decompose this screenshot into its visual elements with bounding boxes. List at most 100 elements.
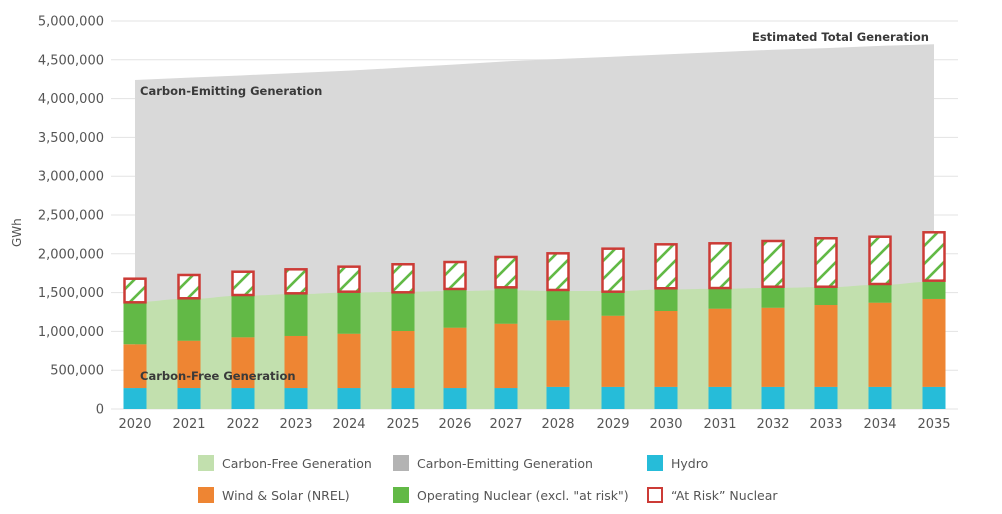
y-axis: 0 500,000 1,000,000 1,500,000 2,000,000 2,500… [38, 15, 104, 418]
bar-stack-2029 [601, 247, 625, 409]
x-tick-label: 2022 [226, 417, 259, 432]
x-tick-label: 2031 [703, 417, 736, 432]
x-tick-label: 2025 [386, 417, 419, 432]
bar-operating-nuclear-excl-at-risk [494, 288, 518, 324]
bar-hydro [761, 386, 785, 409]
bar-wind-solar-nrel [231, 337, 255, 389]
x-tick-label: 2027 [489, 417, 522, 432]
bar-wind-solar-nrel [337, 333, 361, 389]
bar-hydro [123, 388, 147, 409]
bar-stack-2032 [761, 239, 785, 409]
x-tick-label: 2034 [863, 417, 896, 432]
bar-at-risk-nuclear [123, 277, 147, 304]
bar-wind-solar-nrel [761, 307, 785, 387]
bar-operating-nuclear-excl-at-risk [708, 289, 732, 309]
bar-operating-nuclear-excl-at-risk [123, 303, 147, 345]
bar-hydro [814, 386, 838, 409]
bar-operating-nuclear-excl-at-risk [922, 281, 946, 299]
annotation-carbon-free: Carbon-Free Generation [140, 369, 296, 383]
y-tick-label: 1,000,000 [38, 325, 104, 340]
bar-hydro [494, 388, 518, 409]
bar-wind-solar-nrel [868, 302, 892, 387]
bar-hydro [922, 386, 946, 409]
x-axis: 2020 2021 2022 2023 2024 2025 2026 2027 2028 2029… [118, 417, 950, 432]
bar-at-risk-nuclear [546, 252, 570, 292]
bar-wind-solar-nrel [443, 327, 467, 389]
bar-operating-nuclear-excl-at-risk [546, 290, 570, 321]
bar-stack-2023 [284, 268, 308, 409]
x-tick-label: 2029 [596, 417, 629, 432]
bar-wind-solar-nrel [123, 344, 147, 389]
y-axis-label: GWh [10, 218, 24, 247]
annotation-estimated-total: Estimated Total Generation [752, 30, 929, 44]
bar-stack-2030 [654, 243, 678, 409]
bar-wind-solar-nrel [391, 331, 415, 389]
bar-at-risk-nuclear [177, 273, 201, 300]
y-tick-label: 4,500,000 [38, 53, 104, 68]
bar-stack-2031 [708, 242, 732, 409]
bar-at-risk-nuclear [654, 243, 678, 290]
bar-operating-nuclear-excl-at-risk [284, 294, 308, 336]
y-tick-label: 0 [96, 403, 104, 418]
x-tick-label: 2028 [541, 417, 574, 432]
x-tick-label: 2026 [438, 417, 471, 432]
y-tick-label: 1,500,000 [38, 286, 104, 301]
bar-hydro [546, 386, 570, 409]
bar-at-risk-nuclear [231, 270, 255, 297]
bar-hydro [708, 386, 732, 409]
bar-at-risk-nuclear [708, 242, 732, 290]
bar-at-risk-nuclear [814, 237, 838, 288]
bar-operating-nuclear-excl-at-risk [761, 287, 785, 308]
bar-operating-nuclear-excl-at-risk [868, 284, 892, 303]
bar-operating-nuclear-excl-at-risk [814, 287, 838, 306]
bar-stack-2020 [123, 277, 147, 409]
bar-stack-2034 [868, 235, 892, 409]
bar-operating-nuclear-excl-at-risk [231, 296, 255, 338]
bar-hydro [177, 388, 201, 409]
bar-stack-2035 [922, 231, 946, 409]
bar-hydro [443, 388, 467, 409]
x-tick-label: 2023 [279, 417, 312, 432]
bar-at-risk-nuclear [761, 239, 785, 288]
x-tick-label: 2020 [118, 417, 151, 432]
bar-stack-2022 [231, 270, 255, 409]
bar-stack-2028 [546, 252, 570, 409]
bar-hydro [284, 388, 308, 409]
bar-wind-solar-nrel [601, 315, 625, 387]
bar-operating-nuclear-excl-at-risk [177, 299, 201, 341]
bar-at-risk-nuclear [443, 260, 467, 291]
bar-hydro [654, 386, 678, 409]
bar-hydro [231, 388, 255, 409]
x-tick-label: 2035 [917, 417, 950, 432]
y-tick-label: 2,000,000 [38, 247, 104, 262]
bar-operating-nuclear-excl-at-risk [601, 292, 625, 316]
y-tick-label: 500,000 [50, 364, 104, 379]
bar-hydro [601, 386, 625, 409]
y-tick-label: 3,000,000 [38, 170, 104, 185]
bar-wind-solar-nrel [177, 340, 201, 389]
x-tick-label: 2021 [172, 417, 205, 432]
bar-at-risk-nuclear [601, 247, 625, 293]
bar-at-risk-nuclear [337, 265, 361, 293]
bar-layer [123, 231, 946, 409]
bar-hydro [868, 386, 892, 409]
bar-operating-nuclear-excl-at-risk [443, 289, 467, 328]
bar-wind-solar-nrel [814, 305, 838, 387]
bar-wind-solar-nrel [284, 335, 308, 389]
y-tick-label: 3,500,000 [38, 131, 104, 146]
bar-at-risk-nuclear [868, 235, 892, 286]
bar-at-risk-nuclear [391, 263, 415, 294]
x-tick-label: 2033 [809, 417, 842, 432]
bar-wind-solar-nrel [546, 320, 570, 387]
bar-stack-2026 [443, 260, 467, 409]
bar-stack-2025 [391, 263, 415, 409]
bar-stack-2033 [814, 237, 838, 409]
bar-wind-solar-nrel [708, 308, 732, 387]
bar-hydro [391, 388, 415, 409]
bar-hydro [337, 388, 361, 409]
bar-stack-2021 [177, 273, 201, 409]
bar-operating-nuclear-excl-at-risk [654, 289, 678, 311]
x-tick-label: 2032 [756, 417, 789, 432]
bar-wind-solar-nrel [494, 323, 518, 389]
